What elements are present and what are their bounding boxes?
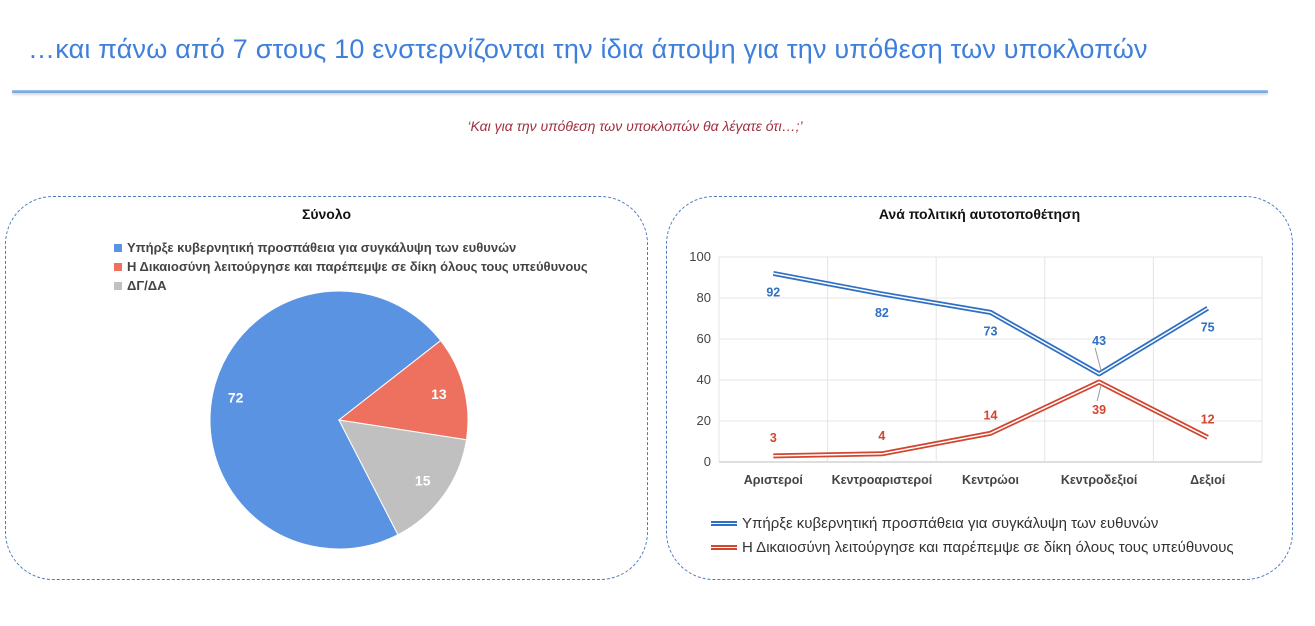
line-legend-label: Υπήρξε κυβερνητική προσπάθεια για συγκάλ… [742, 514, 1159, 532]
legend-swatch [114, 262, 122, 271]
pie-data-label: 72 [228, 389, 244, 405]
pie-data-label: 15 [415, 472, 431, 488]
legend-line-swatch [711, 544, 737, 550]
x-tick-label: Κεντροαριστεροί [832, 473, 933, 487]
line-legend: Υπήρξε κυβερνητική προσπάθεια για συγκάλ… [711, 511, 1234, 559]
line-chart-panel: Ανά πολιτική αυτοτοποθέτηση 0 20 40 60 80 100… [666, 196, 1293, 580]
line-chart: 0 20 40 60 80 100 Αριστεροί Κεντροαριστεροί Κεντ… [689, 249, 1263, 487]
series-line-inner [773, 272, 1209, 375]
pie-legend-item: Η Δικαιοσύνη λειτούργησε και παρέπεμψε σ… [114, 257, 588, 276]
title-divider [12, 90, 1268, 93]
pie-legend-label: Υπήρξε κυβερνητική προσπάθεια για συγκάλ… [127, 240, 517, 255]
data-label: 43 [1092, 334, 1106, 348]
y-tick-label: 40 [697, 372, 711, 387]
pie-legend: Υπήρξε κυβερνητική προσπάθεια για συγκάλ… [114, 238, 588, 295]
x-tick-label: Κεντροδεξιοί [1061, 473, 1138, 487]
pie-chart: 72 13 15 [209, 290, 469, 550]
legend-swatch [114, 281, 122, 290]
pie-chart-title: Σύνολο [301, 206, 352, 222]
line-chart-title: Ανά πολιτική αυτοτοποθέτηση [878, 206, 1081, 222]
y-tick-label: 80 [697, 290, 711, 305]
pie-slice [337, 339, 469, 441]
x-tick-label: Δεξιοί [1190, 473, 1226, 487]
pie-slice [209, 290, 442, 550]
pie-chart-panel: Σύνολο Υπήρξε κυβερνητική προσπάθεια για… [5, 196, 648, 580]
leader-line [1094, 347, 1102, 371]
y-tick-label: 0 [704, 454, 711, 469]
y-tick-label: 60 [697, 331, 711, 346]
line-legend-label: Η Δικαιοσύνη λειτούργησε και παρέπεμψε σ… [742, 538, 1234, 556]
y-tick-label: 100 [689, 249, 711, 264]
pie-slice [338, 419, 468, 536]
pie-legend-item: Υπήρξε κυβερνητική προσπάθεια για συγκάλ… [114, 238, 588, 257]
pie-legend-label: ΔΓ/ΔΑ [127, 278, 167, 293]
data-label: 3 [770, 431, 777, 445]
pie-legend-label: Η Δικαιοσύνη λειτούργησε και παρέπεμψε σ… [127, 259, 588, 274]
slide-subtitle: ‘Και για την υπόθεση των υποκλοπών θα λέ… [467, 118, 803, 134]
line-legend-item: Η Δικαιοσύνη λειτούργησε και παρέπεμψε σ… [711, 535, 1234, 559]
pie-data-label: 13 [431, 386, 447, 402]
data-label: 14 [984, 408, 998, 422]
legend-swatch [114, 243, 122, 252]
slide-title: …και πάνω από 7 στους 10 ενστερνίζονται … [28, 34, 1148, 64]
data-label: 4 [878, 429, 885, 443]
data-label: 73 [984, 324, 998, 338]
y-tick-label: 20 [697, 413, 711, 428]
data-label: 75 [1201, 320, 1215, 334]
data-label: 39 [1092, 403, 1106, 417]
leader-line [1096, 384, 1102, 402]
x-tick-label: Αριστεροί [744, 473, 804, 487]
data-label: 82 [875, 306, 889, 320]
legend-line-swatch [711, 520, 737, 526]
pie-legend-item: ΔΓ/ΔΑ [114, 276, 588, 295]
data-label: 12 [1201, 412, 1215, 426]
data-label: 92 [766, 285, 780, 299]
line-legend-item: Υπήρξε κυβερνητική προσπάθεια για συγκάλ… [711, 511, 1234, 535]
series-line-inner [773, 381, 1209, 457]
x-tick-label: Κεντρώοι [962, 473, 1019, 487]
